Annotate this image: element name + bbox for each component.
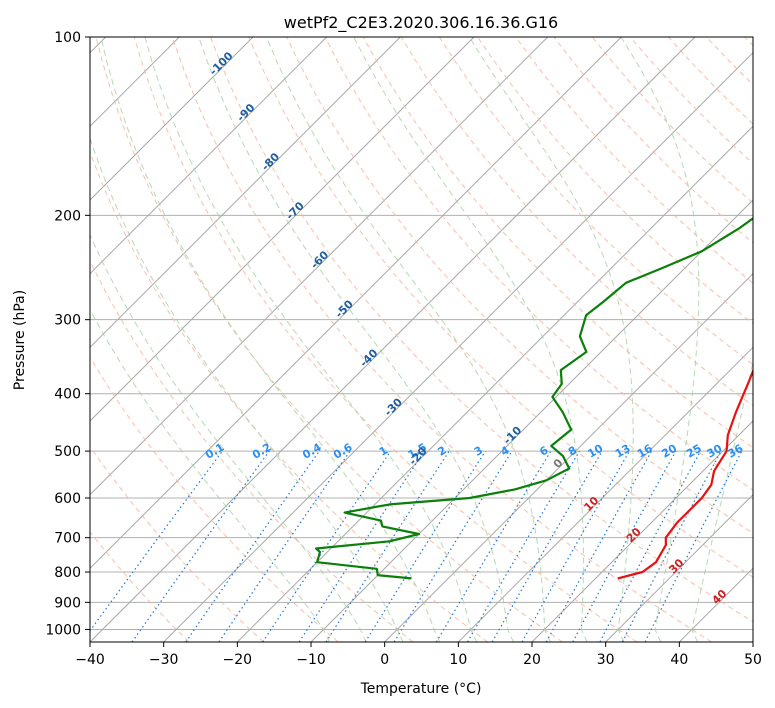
moist-adiabat-line [691, 358, 753, 642]
dry-adiabat-line [210, 37, 753, 623]
dry-adiabat-line [438, 37, 753, 366]
isotherm-line [90, 37, 328, 275]
isotherm-line [384, 272, 753, 642]
mixing-ratio-line [599, 450, 702, 642]
isotherm-line [236, 125, 753, 642]
mixing-ratio-line [393, 450, 513, 642]
mixing-ratio-line [218, 450, 351, 642]
dry-adiabat-line [95, 37, 563, 642]
x-tick-label: 10 [449, 652, 467, 668]
moist-adiabat-line [100, 37, 441, 642]
y-tick-label: 300 [54, 313, 81, 329]
mixing-ratio-line [185, 450, 320, 642]
isotherm-line [457, 346, 753, 642]
y-axis-label: Pressure (hPa) [12, 290, 28, 390]
mixing-ratio-line [325, 450, 450, 642]
isotherm-line [90, 37, 475, 422]
dewpoint-profile-line [315, 217, 753, 580]
moist-adiabat-line [90, 136, 404, 642]
dry-adiabat-line [90, 531, 190, 642]
y-axis: 100 200 300 400 500 600 700 800 900 1000 [45, 30, 90, 638]
x-tick-label: 0 [380, 652, 389, 668]
moist-adiabat-line [353, 37, 588, 642]
x-tick-label: 30 [597, 652, 615, 668]
mixing-ratio-line [572, 450, 677, 642]
moist-adiabat-line [198, 37, 515, 642]
x-tick-label: 20 [523, 652, 541, 668]
x-tick-label: −30 [149, 652, 179, 668]
moist-adiabat-line [265, 37, 551, 642]
dry-adiabat-line [133, 37, 638, 642]
plot-frame [89, 36, 754, 643]
isotherm-line [163, 51, 753, 642]
x-tick-label: −40 [75, 652, 105, 668]
y-tick-label: 1000 [45, 622, 81, 638]
y-tick-label: 100 [54, 30, 81, 46]
dry-adiabat-line [248, 37, 753, 578]
y-tick-label: 800 [54, 565, 81, 581]
temperature-profile-line [617, 368, 753, 580]
x-tick-label: 40 [670, 652, 688, 668]
isotherm-line [90, 37, 254, 201]
isotherm-line [605, 493, 753, 642]
isotherm-line [90, 37, 696, 642]
isotherm-line [90, 37, 622, 570]
dry-adiabat-line [171, 37, 712, 642]
dry-adiabat-line [90, 445, 264, 642]
isotherm-line [90, 37, 401, 349]
y-tick-label: 500 [54, 444, 81, 460]
y-tick-label: 700 [54, 531, 81, 547]
dry-adiabat-line [90, 150, 488, 642]
dry-adiabat-line [515, 37, 753, 284]
isotherm-line [90, 37, 549, 496]
mixing-ratio-line [364, 450, 486, 642]
y-tick-label: 900 [54, 595, 81, 611]
moist-adiabat-line [144, 37, 478, 642]
y-tick-label: 600 [54, 491, 81, 507]
x-tick-label: −20 [223, 652, 253, 668]
y-tick-label: 200 [54, 208, 81, 224]
mixing-ratio-line [435, 450, 552, 642]
x-axis-label: Temperature (°C) [360, 681, 482, 697]
mixing-ratio-line [298, 450, 425, 642]
dry-adiabat-line [90, 259, 414, 642]
moist-adiabat-line [90, 233, 367, 642]
moist-adiabat-line [90, 308, 330, 642]
mixing-ratio-line [262, 450, 392, 642]
isotherm-line [531, 420, 753, 642]
x-axis: −40 −30 −20 −10 0 10 20 30 40 50 [75, 642, 762, 668]
y-tick-label: 400 [54, 387, 81, 403]
moist-adiabat-line [620, 37, 700, 642]
x-tick-label: 50 [744, 652, 762, 668]
chart-title: wetPf2_C2E3.2020.306.16.36.G16 [284, 13, 558, 33]
dry-adiabat-line [286, 37, 753, 534]
x-tick-label: −10 [296, 652, 326, 668]
mixing-ratio-line [466, 450, 580, 642]
dry-adiabat-line [400, 37, 753, 407]
moist-adiabat-line [468, 37, 634, 642]
plot-area: 0.1 0.2 0.4 0.6 1 1.5 2 3 4 6 8 10 13 16 20 25 30 36-100-… [90, 37, 753, 642]
